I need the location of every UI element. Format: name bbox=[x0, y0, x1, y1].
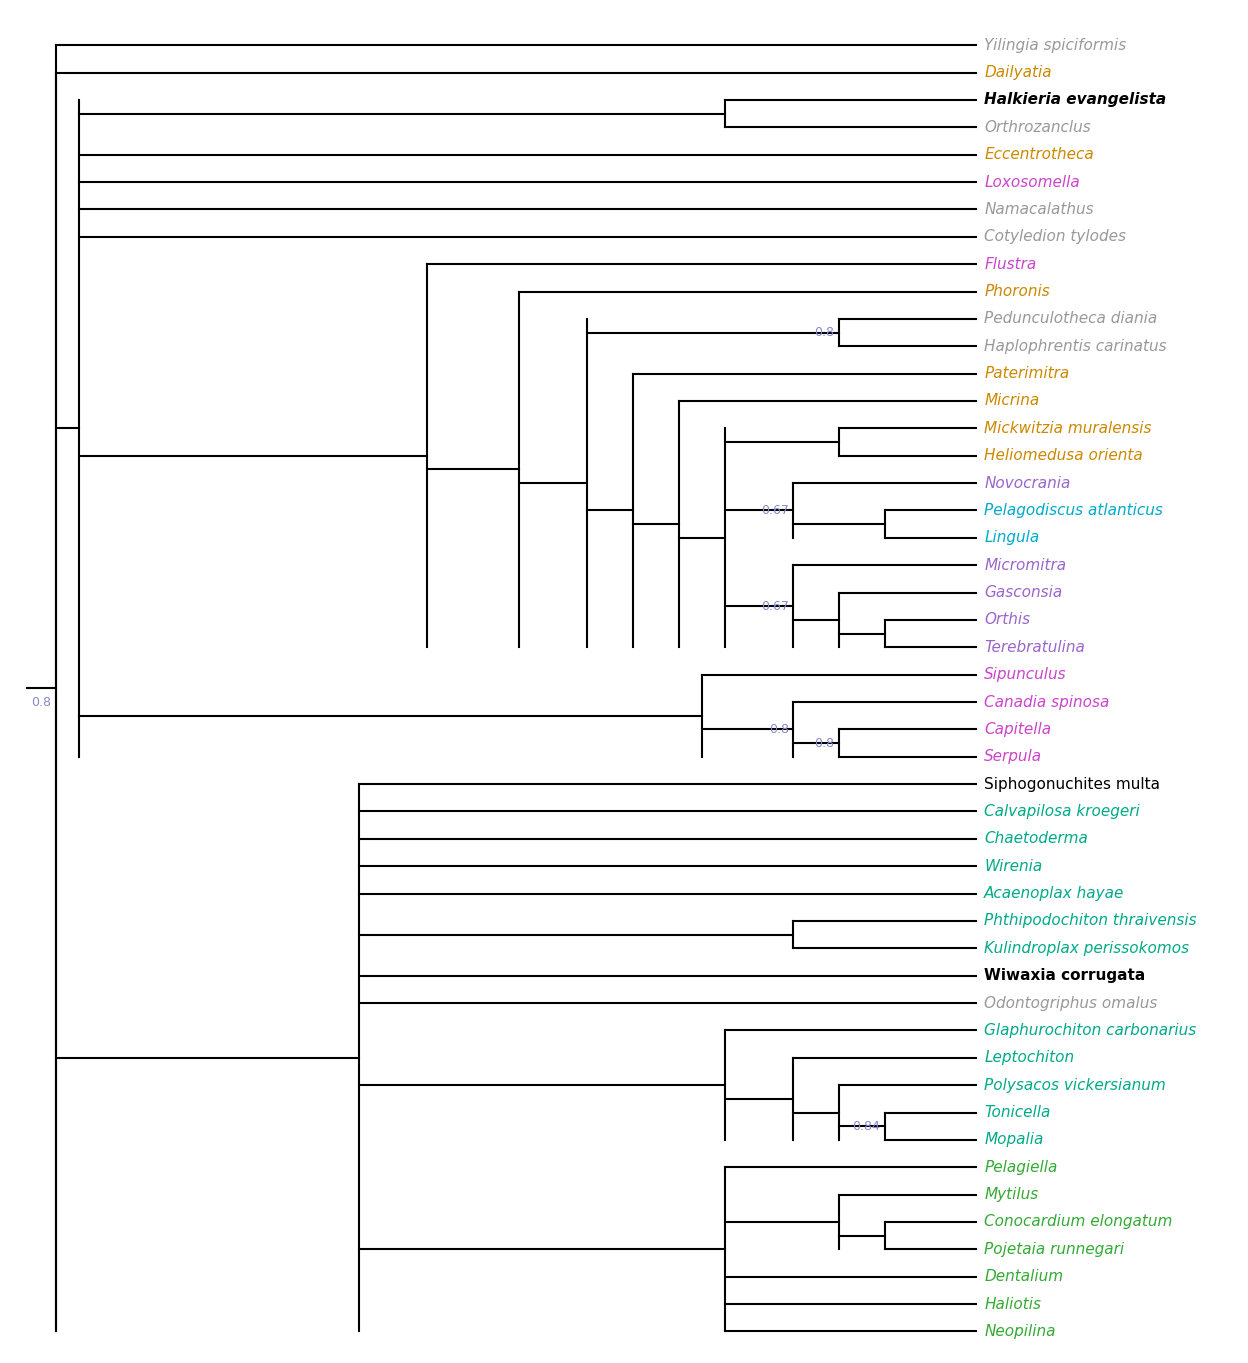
Text: Cotyledion tylodes: Cotyledion tylodes bbox=[985, 229, 1126, 244]
Text: Micromitra: Micromitra bbox=[985, 557, 1066, 572]
Text: Polysacos vickersianum: Polysacos vickersianum bbox=[985, 1078, 1166, 1093]
Text: Calvapilosa kroegeri: Calvapilosa kroegeri bbox=[985, 804, 1139, 819]
Text: Haplophrentis carinatus: Haplophrentis carinatus bbox=[985, 339, 1167, 354]
Text: Namacalathus: Namacalathus bbox=[985, 202, 1094, 217]
Text: 0.67: 0.67 bbox=[761, 600, 789, 613]
Text: Pelagodiscus atlanticus: Pelagodiscus atlanticus bbox=[985, 503, 1163, 518]
Text: Dentalium: Dentalium bbox=[985, 1269, 1063, 1284]
Text: Acaenoplax hayae: Acaenoplax hayae bbox=[985, 886, 1124, 901]
Text: Capitella: Capitella bbox=[985, 722, 1051, 737]
Text: Pojetaia runnegari: Pojetaia runnegari bbox=[985, 1242, 1124, 1257]
Text: Terebratulina: Terebratulina bbox=[985, 639, 1086, 654]
Text: 0.8: 0.8 bbox=[815, 736, 835, 750]
Text: Canadia spinosa: Canadia spinosa bbox=[985, 695, 1109, 710]
Text: Tonicella: Tonicella bbox=[985, 1105, 1051, 1120]
Text: Sipunculus: Sipunculus bbox=[985, 667, 1067, 682]
Text: Pedunculotheca diania: Pedunculotheca diania bbox=[985, 311, 1158, 326]
Text: Wirenia: Wirenia bbox=[985, 859, 1042, 874]
Text: Gasconsia: Gasconsia bbox=[985, 585, 1062, 600]
Text: Mytilus: Mytilus bbox=[985, 1187, 1038, 1202]
Text: Phoronis: Phoronis bbox=[985, 284, 1050, 298]
Text: Haliotis: Haliotis bbox=[985, 1296, 1041, 1311]
Text: Mickwitzia muralensis: Mickwitzia muralensis bbox=[985, 421, 1152, 436]
Text: Lingula: Lingula bbox=[985, 530, 1040, 545]
Text: Eccentrotheca: Eccentrotheca bbox=[985, 147, 1094, 162]
Text: Pelagiella: Pelagiella bbox=[985, 1160, 1057, 1175]
Text: Novocrania: Novocrania bbox=[985, 476, 1071, 491]
Text: Dailyatia: Dailyatia bbox=[985, 65, 1052, 80]
Text: 0.67: 0.67 bbox=[761, 504, 789, 517]
Text: 0.84: 0.84 bbox=[852, 1120, 880, 1133]
Text: Siphogonuchites multa: Siphogonuchites multa bbox=[985, 777, 1161, 792]
Text: Orthis: Orthis bbox=[985, 612, 1031, 627]
Text: Yilingia spiciformis: Yilingia spiciformis bbox=[985, 38, 1127, 53]
Text: Micrina: Micrina bbox=[985, 394, 1040, 409]
Text: Paterimitra: Paterimitra bbox=[985, 367, 1070, 382]
Text: Orthrozanclus: Orthrozanclus bbox=[985, 120, 1091, 135]
Text: Leptochiton: Leptochiton bbox=[985, 1051, 1075, 1066]
Text: Halkieria evangelista: Halkieria evangelista bbox=[985, 93, 1167, 108]
Text: Loxosomella: Loxosomella bbox=[985, 174, 1080, 189]
Text: Glaphurochiton carbonarius: Glaphurochiton carbonarius bbox=[985, 1022, 1197, 1039]
Text: Kulindroplax perissokomos: Kulindroplax perissokomos bbox=[985, 940, 1189, 955]
Text: Conocardium elongatum: Conocardium elongatum bbox=[985, 1214, 1173, 1229]
Text: Mopalia: Mopalia bbox=[985, 1133, 1043, 1148]
Text: Neopilina: Neopilina bbox=[985, 1323, 1056, 1338]
Text: 0.8: 0.8 bbox=[31, 695, 51, 709]
Text: Wiwaxia corrugata: Wiwaxia corrugata bbox=[985, 968, 1146, 983]
Text: Serpula: Serpula bbox=[985, 750, 1042, 765]
Text: Chaetoderma: Chaetoderma bbox=[985, 831, 1088, 846]
Text: Flustra: Flustra bbox=[985, 256, 1037, 271]
Text: 0.8: 0.8 bbox=[815, 326, 835, 339]
Text: Phthipodochiton thraivensis: Phthipodochiton thraivensis bbox=[985, 913, 1197, 928]
Text: Heliomedusa orienta: Heliomedusa orienta bbox=[985, 448, 1143, 463]
Text: Odontogriphus omalus: Odontogriphus omalus bbox=[985, 995, 1158, 1010]
Text: 0.8: 0.8 bbox=[769, 722, 789, 736]
